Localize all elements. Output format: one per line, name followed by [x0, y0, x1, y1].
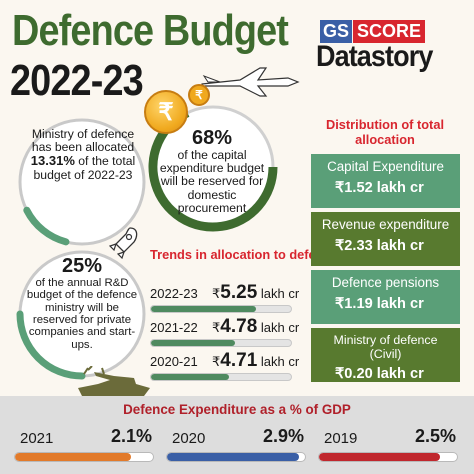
gdp-year: 2021 — [20, 430, 54, 447]
gdp-item-2021: 2021 2.1% — [14, 424, 154, 468]
rupee-small-coin-icon: ₹ — [188, 84, 210, 106]
distribution-value: ₹1.19 lakh cr — [335, 295, 424, 312]
gdp-bar — [318, 452, 458, 462]
trend-row: 2021-22 ₹4.78 lakh cr — [150, 316, 299, 350]
trend-fill — [151, 374, 230, 380]
trend-row: 2020-21 ₹4.71 lakh cr — [150, 350, 299, 384]
gdp-bar — [14, 452, 154, 462]
trend-unit: lakh cr — [260, 320, 300, 335]
trend-unit: lakh cr — [260, 354, 300, 369]
gdp-item-2020: 2020 2.9% — [166, 424, 306, 468]
trend-row: 2022-23 ₹5.25 lakh cr — [150, 282, 299, 316]
trend-year: 2022-23 — [150, 286, 198, 301]
distribution-value: ₹0.20 lakh cr — [335, 366, 424, 383]
trend-year: 2021-22 — [150, 320, 198, 335]
trend-bar — [150, 373, 292, 381]
logo-gs: GS — [320, 20, 353, 43]
trend-value: ₹5.25 lakh cr — [212, 282, 299, 304]
distribution-card-revenue: Revenue expenditure ₹2.33 lakh cr — [311, 212, 460, 266]
distribution-value: ₹2.33 lakh cr — [335, 237, 424, 254]
distribution-label: Revenue expenditure — [321, 217, 450, 232]
trend-symbol: ₹ — [212, 354, 221, 369]
capital-progress-arc — [148, 108, 278, 232]
trend-number: 4.71 — [220, 350, 258, 371]
logo-datastory: Datastory — [316, 40, 433, 73]
tank-icon — [78, 366, 150, 396]
distribution-label: Capital Expenditure — [327, 159, 444, 174]
trend-bar — [150, 305, 292, 313]
distribution-label: Defence pensions — [331, 275, 440, 290]
rnd-description: of the annual R&D budget of the defence … — [26, 277, 138, 351]
distribution-label: Ministry of defence (Civil) — [333, 333, 438, 361]
ministry-line2: of the total budget of 2022-23 — [33, 154, 136, 182]
gdp-bar — [166, 452, 306, 462]
gdp-item-2019: 2019 2.5% — [318, 424, 458, 468]
rnd-percent: 25% — [61, 255, 103, 277]
gdp-value: 2.9% — [262, 426, 304, 446]
gdp-fill — [15, 453, 131, 461]
trend-value: ₹4.71 lakh cr — [212, 350, 299, 372]
trend-symbol: ₹ — [212, 286, 221, 301]
trend-fill — [151, 340, 235, 346]
logo: GS SCORE — [320, 20, 426, 43]
trend-number: 4.78 — [220, 316, 258, 337]
capital-progress-ring — [148, 105, 278, 232]
ministry-progress-arc — [23, 206, 70, 246]
rupee-coin-icon: ₹ — [144, 90, 188, 134]
ministry-highlight: 13.31% — [30, 153, 75, 169]
gdp-title: Defence Expenditure as a % of GDP — [123, 402, 351, 417]
trend-symbol: ₹ — [212, 320, 221, 335]
trend-fill — [151, 306, 256, 312]
trend-number: 5.25 — [220, 282, 258, 303]
rocket-icon — [108, 227, 138, 260]
rnd-text: 25% of the annual R&D budget of the defe… — [24, 256, 140, 351]
ministry-text: Ministry of defence has been allocated 1… — [28, 127, 138, 182]
gdp-fill — [319, 453, 441, 461]
gdp-year: 2020 — [172, 430, 206, 447]
trend-year: 2020-21 — [150, 354, 198, 369]
capital-text: 68% of the capital expenditure budget wi… — [152, 128, 272, 215]
page-year: 2022-23 — [10, 56, 144, 105]
fighter-jet-icon — [201, 67, 300, 97]
gdp-fill — [167, 453, 300, 461]
rnd-progress-arc — [16, 310, 86, 380]
ministry-progress-ring — [18, 118, 146, 246]
gdp-value: 2.1% — [110, 426, 152, 446]
distribution-card-capital: Capital Expenditure ₹1.52 lakh cr — [311, 154, 460, 208]
page-title: Defence Budget — [12, 6, 289, 55]
trend-bar — [150, 339, 292, 347]
trend-unit: lakh cr — [260, 286, 300, 301]
distribution-value: ₹1.52 lakh cr — [335, 179, 424, 196]
capital-description: of the capital expenditure budget will b… — [159, 148, 265, 215]
rnd-progress-ring — [16, 250, 146, 380]
ministry-line1: Ministry of defence has been allocated — [31, 127, 135, 155]
capital-percent: 68% — [191, 127, 233, 149]
distribution-card-civil: Ministry of defence (Civil) ₹0.20 lakh c… — [311, 328, 460, 382]
distribution-title: Distribution of total allocation — [326, 117, 444, 147]
trend-value: ₹4.78 lakh cr — [212, 316, 299, 338]
logo-score: SCORE — [353, 20, 426, 43]
gdp-year: 2019 — [324, 430, 358, 447]
distribution-card-pensions: Defence pensions ₹1.19 lakh cr — [311, 270, 460, 324]
gdp-value: 2.5% — [414, 426, 456, 446]
